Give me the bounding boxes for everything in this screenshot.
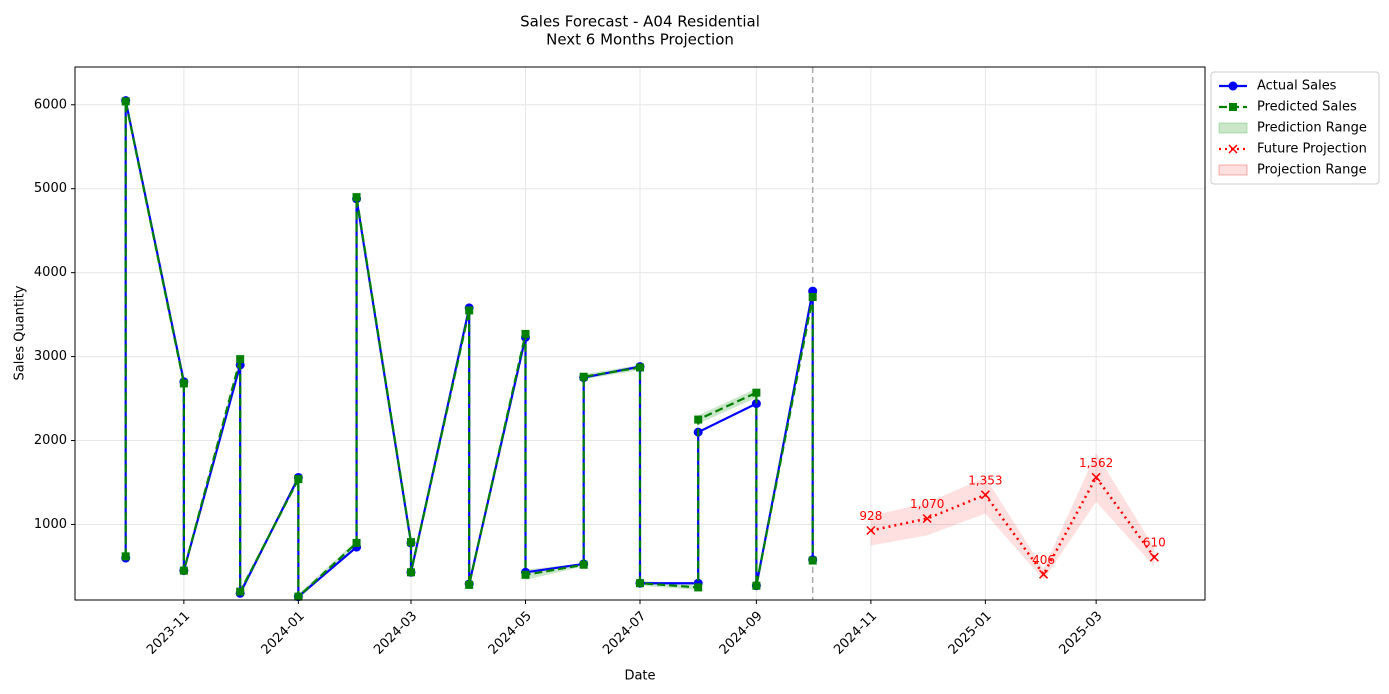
plot-frame: [74, 66, 1206, 601]
x-tick-label: 2024-09: [717, 609, 766, 658]
data-point: [294, 592, 303, 601]
data-point: [1039, 569, 1049, 579]
data-point: [121, 552, 130, 561]
data-point: [922, 514, 932, 524]
x-tick-label: 2024-05: [486, 609, 535, 658]
legend-label: Predicted Sales: [1257, 100, 1357, 115]
y-tick-label: 6000: [34, 97, 67, 112]
chart-title: Sales Forecast - A04 Residential: [520, 13, 760, 31]
data-point: [636, 363, 644, 372]
y-tick-label: 4000: [34, 265, 67, 280]
legend-swatch: [1218, 164, 1248, 176]
x-tick-label: 2024-01: [259, 609, 308, 658]
y-tick-label: 3000: [34, 349, 67, 364]
x-tick-label: 2024-07: [600, 609, 649, 658]
data-point: [465, 306, 474, 315]
legend-swatch: [1218, 122, 1248, 134]
x-tick-label: 2025-01: [946, 609, 995, 658]
data-point: [866, 525, 876, 536]
legend-label: Projection Range: [1257, 163, 1367, 178]
data-point: [579, 372, 588, 381]
legend-marker: [1229, 103, 1237, 111]
y-tick-label: 2000: [34, 433, 67, 448]
x-axis-label: Date: [624, 669, 655, 684]
data-point: [521, 570, 530, 579]
data-point: [465, 580, 474, 589]
x-tick-label: 2025-03: [1056, 609, 1105, 658]
data-point: [179, 566, 188, 575]
data-point: [980, 490, 990, 500]
data-point: [294, 475, 303, 484]
legend-label: Prediction Range: [1257, 121, 1367, 136]
value-label: 406: [1032, 553, 1055, 567]
data-point: [752, 581, 761, 590]
data-point: [352, 538, 361, 547]
value-label: 928: [859, 509, 882, 523]
data-point: [752, 388, 761, 397]
data-point: [636, 579, 644, 588]
data-point: [1149, 552, 1159, 562]
series-line: [124, 101, 814, 600]
x-tick-label: 2023-11: [144, 609, 193, 658]
y-tick-label: 5000: [34, 181, 67, 196]
legend: Actual Sales Predicted Sales Prediction Ra…: [1210, 71, 1380, 185]
data-point: [808, 292, 817, 301]
x-tick-label: 2024-11: [831, 609, 880, 658]
range-band: [870, 453, 1155, 580]
chart-subtitle: Next 6 Months Projection: [546, 31, 734, 49]
y-tick-label: 1000: [34, 517, 67, 532]
value-label: 1,562: [1079, 456, 1113, 470]
value-label: 1,353: [968, 473, 1002, 487]
value-label: 1,070: [910, 497, 944, 511]
legend-marker: [1228, 144, 1238, 154]
data-point: [236, 587, 245, 596]
series-line: [870, 474, 1156, 577]
data-point: [352, 193, 361, 202]
data-point: [579, 560, 588, 569]
data-point: [236, 355, 245, 364]
y-axis-label: Sales Quantity: [13, 285, 28, 380]
data-point: [406, 568, 415, 577]
data-point: [694, 583, 703, 592]
legend-label: Actual Sales: [1257, 79, 1337, 94]
data-point: [694, 415, 703, 424]
data-point: [751, 399, 761, 409]
data-point: [406, 538, 415, 547]
data-point: [179, 379, 188, 388]
data-point: [808, 556, 817, 565]
x-tick-label: 2024-03: [371, 609, 420, 658]
data-point: [521, 329, 530, 338]
value-label: 610: [1143, 536, 1166, 550]
legend-marker: [1228, 81, 1238, 91]
data-point: [121, 97, 130, 106]
legend-label: Future Projection: [1257, 142, 1367, 157]
legend-box: [1210, 71, 1380, 185]
data-point: [1091, 472, 1101, 482]
